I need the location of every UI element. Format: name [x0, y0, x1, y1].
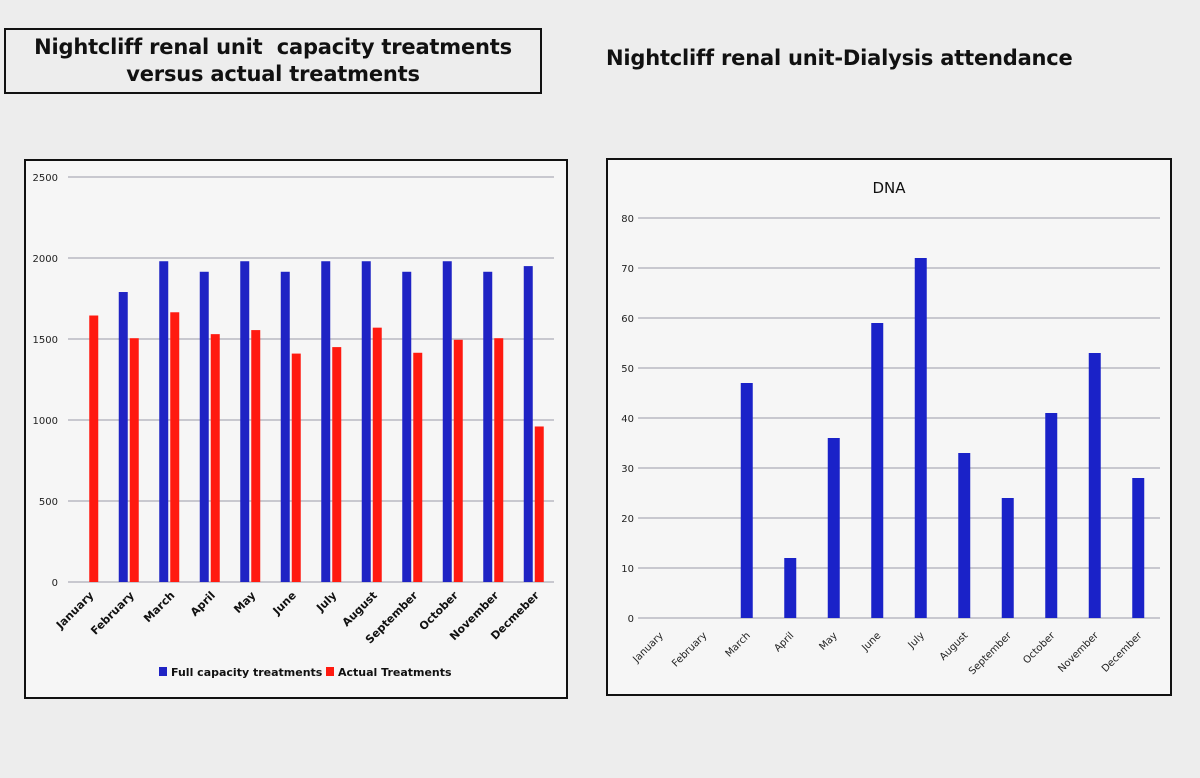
full-capacity-bar	[199, 271, 209, 582]
x-tick-label: January	[631, 630, 666, 665]
y-tick-label: 2000	[33, 254, 58, 265]
full-capacity-bar	[523, 266, 533, 582]
y-tick-label: 30	[621, 464, 634, 475]
x-tick-label: June	[270, 589, 299, 618]
actual-treatments-bar	[534, 426, 544, 582]
full-capacity-bar	[361, 261, 371, 582]
full-capacity-bar	[240, 261, 250, 582]
x-tick-label: April	[188, 589, 218, 619]
y-tick-label: 60	[621, 314, 634, 325]
x-tick-label: March	[724, 630, 753, 659]
x-tick-label: September	[967, 630, 1014, 677]
y-tick-label: 70	[621, 264, 634, 275]
x-tick-label: February	[88, 589, 137, 638]
dna-bar	[1088, 353, 1101, 618]
y-tick-label: 0	[628, 614, 634, 625]
actual-treatments-bar	[332, 347, 342, 582]
x-tick-label: July	[313, 589, 339, 615]
capacity-chart-panel: 0 500 1000 1500 2000 2500 January February March…	[24, 159, 568, 699]
actual-treatments-bar	[170, 312, 180, 582]
y-tick-label: 10	[621, 564, 634, 575]
dna-bar	[827, 438, 840, 618]
y-tick-label: 1000	[33, 416, 58, 427]
x-tick-label: July	[906, 630, 927, 651]
x-tick-label: March	[141, 589, 177, 625]
y-tick-label: 0	[52, 578, 58, 589]
dna-bar	[740, 383, 753, 618]
dna-bar	[871, 323, 884, 618]
dna-chart-panel: DNA 0 10 20 30 40 50 60 70 80 January February March…	[606, 158, 1172, 696]
x-tick-label: August	[340, 589, 380, 629]
actual-treatments-bar	[453, 339, 463, 582]
full-capacity-bar	[402, 271, 412, 582]
dna-bar	[1001, 498, 1014, 618]
x-tick-label: May	[817, 630, 839, 652]
right-title: Nightcliff renal unit-Dialysis attendanc…	[606, 46, 1073, 70]
legend-swatch-full-capacity	[159, 667, 167, 676]
x-tick-label: April	[772, 630, 796, 654]
y-tick-label: 1500	[33, 335, 58, 346]
x-tick-label: November	[1056, 630, 1101, 675]
actual-treatments-bar	[129, 338, 139, 582]
dna-bar	[1132, 478, 1145, 618]
x-tick-label: December	[1100, 630, 1145, 675]
left-title-line-1: Nightcliff renal unit capacity treatment…	[34, 35, 512, 59]
actual-treatments-bar	[291, 353, 301, 582]
actual-treatments-bar	[413, 352, 423, 582]
x-tick-label: August	[938, 630, 971, 663]
y-tick-label: 40	[621, 414, 634, 425]
actual-treatments-bar	[251, 330, 261, 582]
chart-title: DNA	[872, 179, 906, 197]
left-title-line-2: versus actual treatments	[126, 62, 420, 86]
dna-bar	[958, 453, 971, 618]
y-tick-label: 50	[621, 364, 634, 375]
dna-bar	[784, 558, 797, 618]
x-tick-label: February	[670, 630, 709, 669]
full-capacity-bar	[280, 271, 290, 582]
full-capacity-bar	[321, 261, 331, 582]
full-capacity-bar	[159, 261, 169, 582]
full-capacity-bar	[483, 271, 493, 582]
x-tick-label: October	[1021, 630, 1058, 667]
full-capacity-bar	[442, 261, 452, 582]
actual-treatments-bar	[372, 327, 382, 582]
x-tick-label: June	[859, 630, 883, 654]
y-tick-label: 20	[621, 514, 634, 525]
dna-chart: DNA 0 10 20 30 40 50 60 70 80 January February March…	[621, 179, 1160, 677]
left-title-box: Nightcliff renal unit capacity treatment…	[4, 28, 542, 94]
y-tick-label: 80	[621, 214, 634, 225]
legend-label-full-capacity: Full capacity treatments	[171, 666, 323, 679]
y-tick-label: 2500	[33, 173, 58, 184]
legend-label-actual: Actual Treatments	[338, 666, 452, 679]
actual-treatments-bar	[494, 338, 504, 582]
dna-bar	[914, 258, 927, 618]
x-tick-label: May	[231, 589, 258, 616]
legend-swatch-actual	[326, 667, 334, 676]
dna-bar	[1045, 413, 1058, 618]
full-capacity-bar	[118, 292, 128, 582]
actual-treatments-bar	[89, 315, 99, 582]
y-tick-label: 500	[39, 497, 58, 508]
actual-treatments-bar	[210, 334, 220, 582]
